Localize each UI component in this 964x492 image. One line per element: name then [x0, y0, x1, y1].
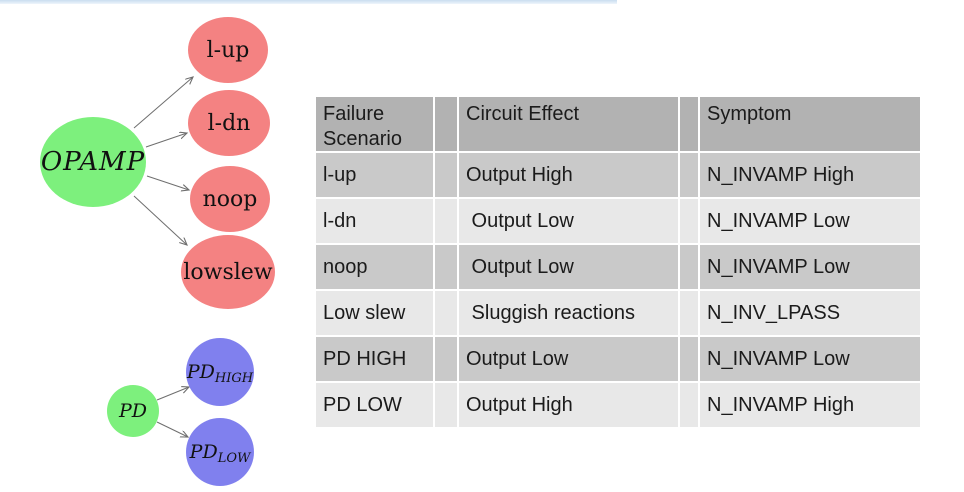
header-circuit-effect: Circuit Effect	[459, 97, 678, 151]
failure-label-lup: l-up	[207, 38, 250, 63]
cell-symptom: N_INV_LPASS	[700, 291, 920, 335]
top-divider-line	[0, 0, 617, 4]
cell-effect: Output Low	[459, 245, 678, 289]
pd-root-node	[107, 385, 159, 437]
arrow-opamp-noop	[146, 175, 189, 190]
failure-node-noop	[190, 166, 270, 232]
header-symptom: Symptom	[700, 97, 920, 151]
cell-spacer	[435, 245, 457, 289]
header-failure-scenario: Failure Scenario	[316, 97, 433, 151]
cell-effect: Sluggish reactions	[459, 291, 678, 335]
pd-low-node	[186, 418, 254, 486]
cell-scenario: PD LOW	[316, 383, 433, 427]
failure-node-lowslew	[181, 235, 275, 309]
failure-label-noop: noop	[203, 187, 258, 212]
header-spacer-1	[435, 97, 457, 151]
cell-spacer	[680, 153, 698, 197]
arrow-pd-high	[156, 387, 189, 401]
failure-table: Failure Scenario Circuit Effect Symptom …	[316, 97, 920, 427]
cell-symptom: N_INVAMP High	[700, 153, 920, 197]
opamp-root-label: OPAMP	[41, 147, 145, 177]
cell-spacer	[680, 199, 698, 243]
cell-effect: Output High	[459, 153, 678, 197]
cell-symptom: N_INVAMP Low	[700, 199, 920, 243]
cell-symptom: N_INVAMP Low	[700, 337, 920, 381]
cell-symptom: N_INVAMP High	[700, 383, 920, 427]
cell-spacer	[435, 199, 457, 243]
cell-spacer	[435, 153, 457, 197]
failure-label-lowslew: lowslew	[183, 260, 272, 285]
cell-spacer	[680, 245, 698, 289]
arrow-pd-low	[156, 421, 188, 437]
header-spacer-2	[680, 97, 698, 151]
pd-high-label: PDHIGH	[186, 361, 254, 386]
cell-symptom: N_INVAMP Low	[700, 245, 920, 289]
cell-spacer	[680, 291, 698, 335]
cell-spacer	[435, 337, 457, 381]
cell-effect: Output Low	[459, 199, 678, 243]
cell-spacer	[435, 383, 457, 427]
arrow-opamp-ldn	[145, 133, 187, 148]
fault-tree-diagram: OPAMP l-up l-dn noop lowslew PD PDHIGH P…	[40, 17, 275, 486]
failure-node-lup	[188, 17, 268, 83]
cell-spacer	[680, 337, 698, 381]
cell-effect: Output Low	[459, 337, 678, 381]
arrow-opamp-lup	[133, 77, 193, 129]
failure-label-ldn: l-dn	[208, 111, 251, 136]
opamp-root-node	[40, 117, 146, 207]
pd-low-label: PDLOW	[189, 441, 252, 466]
cell-scenario: l-up	[316, 153, 433, 197]
cell-scenario: noop	[316, 245, 433, 289]
cell-spacer	[680, 383, 698, 427]
pd-high-node	[186, 338, 254, 406]
cell-scenario: PD HIGH	[316, 337, 433, 381]
pd-root-label: PD	[118, 400, 147, 422]
cell-effect: Output High	[459, 383, 678, 427]
cell-spacer	[435, 291, 457, 335]
cell-scenario: l-dn	[316, 199, 433, 243]
cell-scenario: Low slew	[316, 291, 433, 335]
failure-node-ldn	[188, 90, 270, 156]
arrow-opamp-lowslew	[133, 195, 187, 245]
